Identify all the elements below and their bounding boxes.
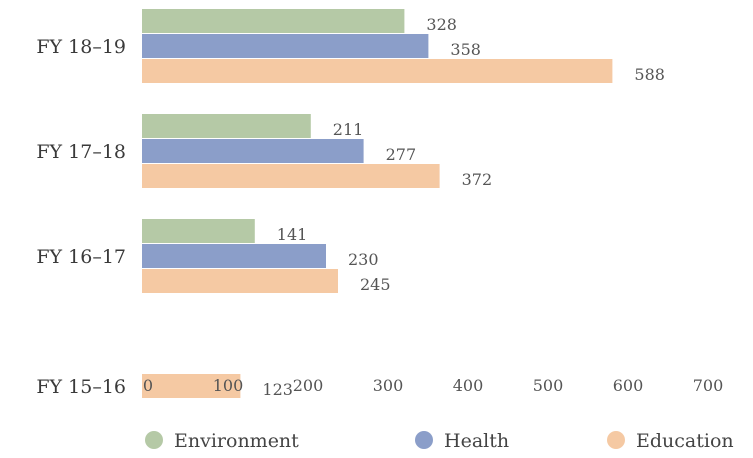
data-label: 211 <box>333 120 364 139</box>
x-tick-label: 300 <box>373 376 404 395</box>
legend-marker <box>415 431 433 449</box>
data-label: 277 <box>386 145 417 164</box>
legend-label: Education <box>636 430 734 452</box>
legend-marker <box>607 431 625 449</box>
bar <box>142 34 429 58</box>
bar <box>142 59 613 83</box>
category-label: FY 16–17 <box>36 246 126 268</box>
data-label: 141 <box>277 225 308 244</box>
x-tick-label: 700 <box>693 376 724 395</box>
legend-label: Environment <box>174 430 299 452</box>
category-labels-group: FY 18–19 FY 17–18 FY 16–17 FY 15–16 <box>36 36 126 398</box>
data-label: 123 <box>262 380 293 399</box>
legend: Environment Health Education <box>145 430 734 452</box>
bar <box>142 114 311 138</box>
data-label: 588 <box>634 65 665 84</box>
bar <box>142 374 241 398</box>
x-tick-label: 500 <box>533 376 564 395</box>
data-label: 372 <box>462 170 493 189</box>
data-label: 245 <box>360 275 391 294</box>
x-tick-label: 0 <box>143 376 153 395</box>
category-label: FY 18–19 <box>36 36 126 58</box>
category-label: FY 17–18 <box>36 141 126 163</box>
data-label: 358 <box>450 40 481 59</box>
x-tick-label: 400 <box>453 376 484 395</box>
bar <box>142 9 405 33</box>
legend-label: Health <box>444 430 509 452</box>
x-axis-ticks: 0 100 200 300 400 500 600 700 <box>143 376 723 395</box>
data-label: 328 <box>426 15 457 34</box>
bar <box>142 219 255 243</box>
x-tick-label: 100 <box>213 376 244 395</box>
legend-marker <box>145 431 163 449</box>
bar <box>142 269 338 293</box>
category-label: FY 15–16 <box>36 376 126 398</box>
value-labels-group: 328 358 588 211 277 372 141 230 245 123 <box>262 15 665 399</box>
bar <box>142 139 364 163</box>
bar <box>142 164 440 188</box>
data-label: 230 <box>348 250 379 269</box>
x-tick-label: 600 <box>613 376 644 395</box>
x-tick-label: 200 <box>293 376 324 395</box>
bars-group <box>142 9 613 398</box>
bar <box>142 244 326 268</box>
